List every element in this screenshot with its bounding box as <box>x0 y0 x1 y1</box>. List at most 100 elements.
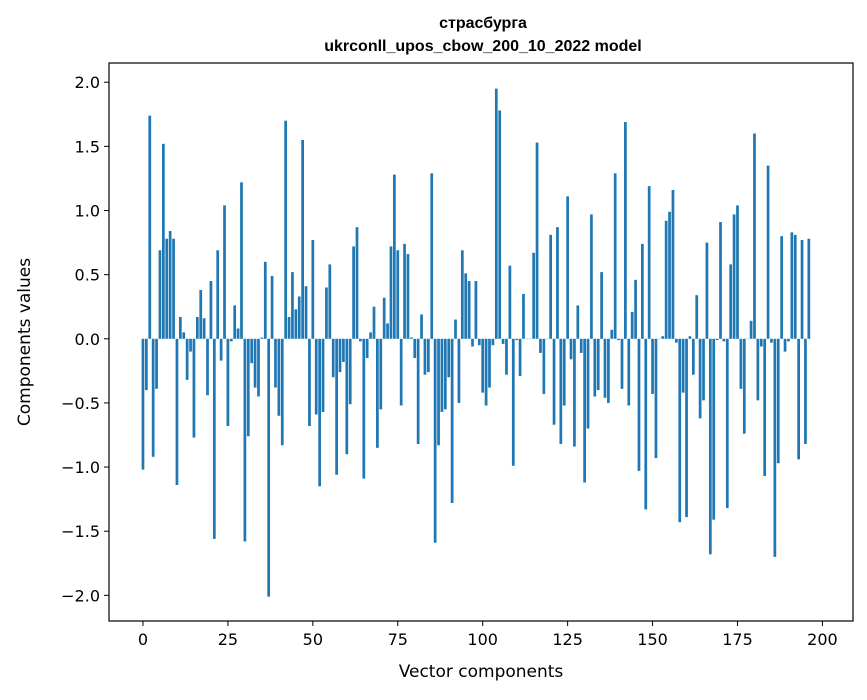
y-tick-label: 2.0 <box>75 73 100 92</box>
bar <box>695 295 698 339</box>
bar <box>757 339 760 401</box>
y-tick-label: −2.0 <box>61 586 100 605</box>
bar <box>356 227 359 339</box>
bar <box>631 312 634 339</box>
x-tick-label: 175 <box>722 630 753 649</box>
bar <box>624 122 627 339</box>
bar <box>413 339 416 358</box>
bar <box>288 317 291 339</box>
bar <box>689 336 692 339</box>
bar <box>807 239 810 339</box>
bar <box>261 338 264 339</box>
bar <box>352 246 355 338</box>
bars-group <box>142 89 811 597</box>
bar <box>709 339 712 555</box>
bar <box>451 339 454 503</box>
bar <box>634 280 637 339</box>
bar <box>638 339 641 471</box>
bar <box>512 339 515 466</box>
y-tick-label: 0.0 <box>75 330 100 349</box>
bar <box>294 309 297 339</box>
bar <box>244 339 247 542</box>
bar <box>651 339 654 394</box>
bar <box>583 339 586 483</box>
bar <box>784 339 787 352</box>
bar <box>580 339 583 353</box>
bar <box>600 272 603 339</box>
y-axis-label: Components values <box>15 258 35 426</box>
bar <box>396 250 399 339</box>
bar <box>165 239 168 339</box>
bar <box>678 339 681 522</box>
bar <box>386 323 389 338</box>
x-axis-label: Vector components <box>399 662 564 682</box>
bar <box>172 239 175 339</box>
bar <box>447 339 450 377</box>
bar <box>308 339 311 426</box>
bar <box>576 305 579 338</box>
bar <box>145 339 148 390</box>
bar <box>492 339 495 345</box>
bar <box>478 339 481 345</box>
bar <box>203 318 206 339</box>
bar <box>542 339 545 394</box>
bar <box>712 339 715 520</box>
bar <box>770 339 773 343</box>
bar <box>716 339 719 340</box>
bar <box>570 339 573 360</box>
bar <box>237 329 240 339</box>
bar <box>345 339 348 454</box>
bar <box>675 339 678 343</box>
bar <box>610 330 613 339</box>
bar <box>311 240 314 339</box>
bar <box>573 339 576 447</box>
bar <box>471 339 474 347</box>
bar <box>318 339 321 487</box>
bar <box>723 339 726 342</box>
bar <box>315 339 318 415</box>
bar <box>441 339 444 412</box>
bar <box>142 339 145 470</box>
bar <box>417 339 420 444</box>
bar <box>403 244 406 339</box>
y-tick-label: −1.0 <box>61 458 100 477</box>
bar <box>726 339 729 508</box>
y-tick-label: 1.5 <box>75 137 100 156</box>
bar <box>699 339 702 419</box>
bar <box>199 290 202 339</box>
bar <box>291 272 294 339</box>
bar <box>587 339 590 429</box>
bar <box>250 339 253 363</box>
bar <box>481 339 484 393</box>
bar <box>220 339 223 361</box>
bar <box>427 339 430 372</box>
y-axis-ticks: 2.01.51.00.50.0−0.5−1.0−1.5−2.0 <box>61 73 109 605</box>
bar <box>532 253 535 339</box>
bar <box>444 339 447 410</box>
bar <box>733 214 736 338</box>
bar <box>797 339 800 460</box>
bar <box>794 235 797 339</box>
bar <box>400 339 403 406</box>
bar <box>393 175 396 339</box>
x-tick-label: 75 <box>388 630 408 649</box>
bar <box>264 262 267 339</box>
bar <box>801 240 804 339</box>
bar <box>179 317 182 339</box>
bar <box>566 196 569 338</box>
bar <box>495 89 498 339</box>
bar <box>464 273 467 338</box>
bar <box>787 339 790 342</box>
bar <box>553 339 556 425</box>
bar <box>213 339 216 539</box>
bar <box>760 339 763 347</box>
bar <box>590 214 593 338</box>
bar <box>410 338 413 339</box>
bar <box>216 250 219 339</box>
bar <box>702 339 705 401</box>
bar <box>230 339 233 342</box>
bar <box>322 339 325 412</box>
bar <box>383 298 386 339</box>
bar <box>335 339 338 475</box>
bar <box>301 140 304 339</box>
